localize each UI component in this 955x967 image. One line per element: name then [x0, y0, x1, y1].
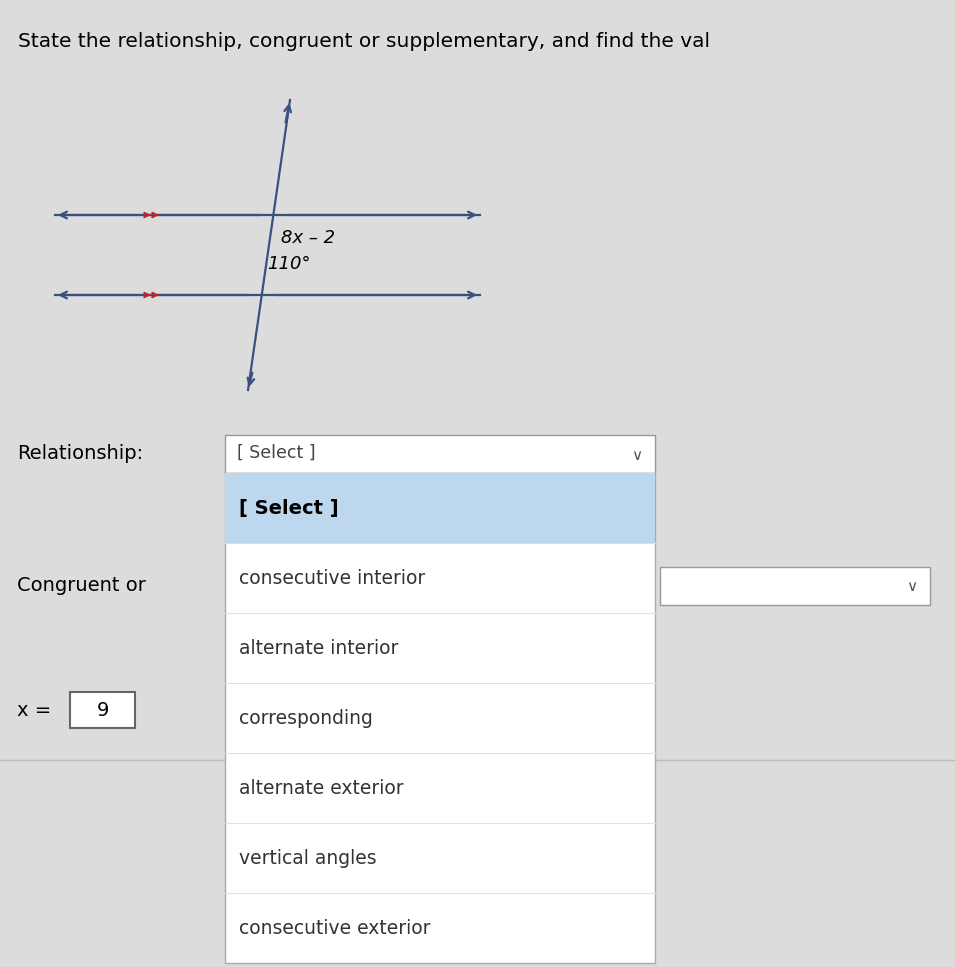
Text: corresponding: corresponding	[239, 709, 372, 727]
Text: consecutive exterior: consecutive exterior	[239, 919, 431, 937]
Text: ∨: ∨	[906, 578, 918, 594]
Text: x =: x =	[17, 700, 52, 719]
Text: 8x – 2: 8x – 2	[282, 229, 335, 247]
Text: 110°: 110°	[266, 255, 310, 273]
Text: vertical angles: vertical angles	[239, 848, 376, 867]
Bar	[225, 435, 655, 473]
Bar	[225, 473, 655, 543]
Bar	[70, 692, 135, 728]
Text: State the relationship, congruent or supplementary, and find the val: State the relationship, congruent or sup…	[18, 32, 710, 51]
Text: alternate exterior: alternate exterior	[239, 778, 404, 798]
Text: consecutive interior: consecutive interior	[239, 569, 425, 588]
Text: Relationship:: Relationship:	[17, 444, 143, 462]
Bar	[660, 567, 930, 605]
Text: 9: 9	[96, 700, 109, 719]
Text: [ Select ]: [ Select ]	[239, 499, 339, 517]
Bar	[225, 473, 655, 963]
Text: alternate interior: alternate interior	[239, 638, 398, 658]
Text: Congruent or: Congruent or	[17, 575, 146, 595]
Text: [ Select ]: [ Select ]	[237, 444, 315, 462]
Text: ∨: ∨	[631, 448, 643, 462]
